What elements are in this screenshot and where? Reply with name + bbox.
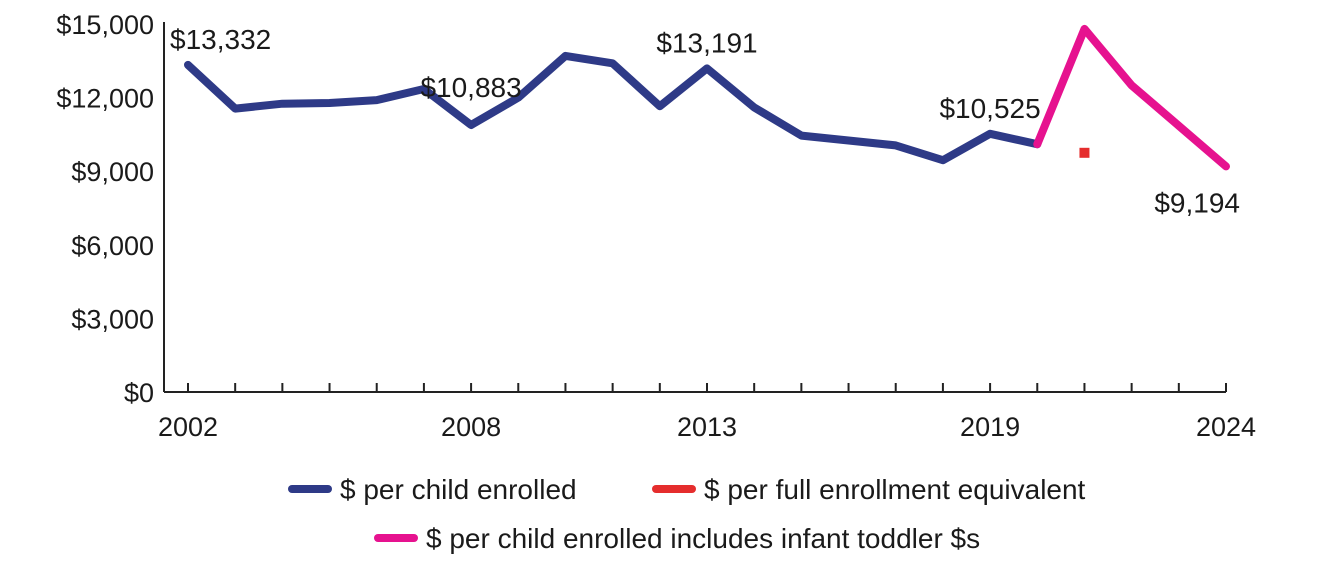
legend-label-0: $ per child enrolled: [340, 474, 577, 505]
legend: $ per child enrolled $ per full enrollmen…: [292, 474, 1086, 554]
x-tick-label: 2002: [158, 412, 218, 442]
data-labels: $13,332 $10,883 $13,191 $10,525 $9,194: [170, 24, 1240, 219]
x-tick-label: 2019: [960, 412, 1020, 442]
y-tick-label: $9,000: [71, 157, 154, 187]
data-point-marker: [1079, 148, 1089, 158]
x-tick-label: 2024: [1196, 412, 1256, 442]
series-line-0: [188, 56, 1037, 160]
legend-label-2: $ per child enrolled includes infant tod…: [426, 523, 980, 554]
data-label: $13,191: [656, 27, 757, 58]
data-label: $10,883: [420, 72, 521, 103]
data-label: $13,332: [170, 24, 271, 55]
series-line-2: [1037, 29, 1226, 167]
y-tick-label: $3,000: [71, 304, 154, 334]
y-tick-label: $15,000: [56, 10, 154, 40]
axes: $0 $3,000 $6,000 $9,000 $12,000 $15,000 2002 20…: [56, 10, 1256, 442]
y-tick-label: $12,000: [56, 84, 154, 114]
x-tick-label: 2008: [441, 412, 501, 442]
y-tick-label: $6,000: [71, 231, 154, 261]
data-label: $9,194: [1154, 187, 1240, 218]
legend-label-1: $ per full enrollment equivalent: [704, 474, 1086, 505]
x-tick-label: 2013: [677, 412, 737, 442]
data-label: $10,525: [939, 93, 1040, 124]
y-tick-label: $0: [124, 378, 154, 408]
